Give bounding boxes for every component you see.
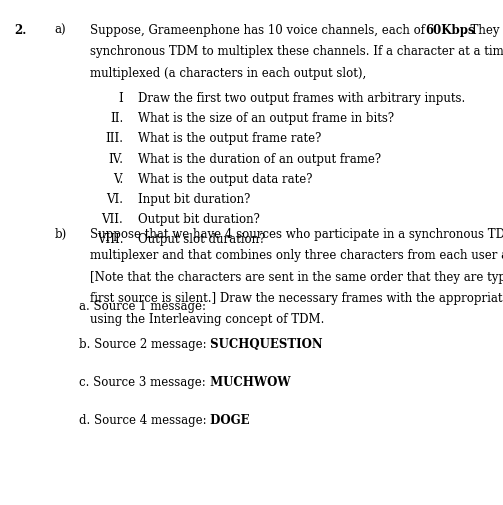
Text: . They use: . They use (463, 24, 503, 37)
Text: VI.: VI. (106, 193, 123, 206)
Text: multiplexed (a characters in each output slot),: multiplexed (a characters in each output… (90, 67, 366, 80)
Text: 2.: 2. (14, 24, 27, 37)
Text: VIII.: VIII. (97, 233, 123, 246)
Text: Draw the first two output frames with arbitrary inputs.: Draw the first two output frames with ar… (138, 92, 466, 105)
Text: What is the output frame rate?: What is the output frame rate? (138, 132, 322, 145)
Text: c. Source 3 message:: c. Source 3 message: (79, 376, 206, 389)
Text: What is the duration of an output frame?: What is the duration of an output frame? (138, 153, 381, 166)
Text: MUCHWOW: MUCHWOW (206, 376, 291, 389)
Text: VII.: VII. (102, 213, 123, 226)
Text: Output slot duration?: Output slot duration? (138, 233, 266, 246)
Text: Suppose, Grameenphone has 10 voice channels, each of: Suppose, Grameenphone has 10 voice chann… (90, 24, 428, 37)
Text: d. Source 4 message:: d. Source 4 message: (79, 414, 207, 427)
Text: II.: II. (110, 112, 123, 125)
Text: I: I (119, 92, 123, 105)
Text: IV.: IV. (108, 153, 123, 166)
Text: DOGE: DOGE (206, 414, 250, 427)
Text: What is the size of an output frame in bits?: What is the size of an output frame in b… (138, 112, 394, 125)
Text: Input bit duration?: Input bit duration? (138, 193, 250, 206)
Text: a. Source 1 message:: a. Source 1 message: (79, 300, 206, 314)
Text: 60Kbps: 60Kbps (426, 24, 475, 37)
Text: multiplexer and that combines only three characters from each user at a time.: multiplexer and that combines only three… (90, 249, 503, 263)
Text: [Note that the characters are sent in the same order that they are typed. The: [Note that the characters are sent in th… (90, 271, 503, 284)
Text: III.: III. (105, 132, 123, 145)
Text: Output bit duration?: Output bit duration? (138, 213, 260, 226)
Text: V.: V. (113, 173, 123, 186)
Text: using the Interleaving concept of TDM.: using the Interleaving concept of TDM. (90, 313, 324, 326)
Text: a): a) (54, 24, 66, 37)
Text: SUCHQUESTION: SUCHQUESTION (206, 338, 323, 351)
Text: What is the output data rate?: What is the output data rate? (138, 173, 313, 186)
Text: b): b) (54, 228, 66, 241)
Text: Suppose that we have 4 sources who participate in a synchronous TDM: Suppose that we have 4 sources who parti… (90, 228, 503, 241)
Text: synchronous TDM to multiplex these channels. If a character at a time is: synchronous TDM to multiplex these chann… (90, 45, 503, 59)
Text: b. Source 2 message:: b. Source 2 message: (79, 338, 207, 351)
Text: first source is silent.] Draw the necessary frames with the appropriate contents: first source is silent.] Draw the necess… (90, 292, 503, 305)
